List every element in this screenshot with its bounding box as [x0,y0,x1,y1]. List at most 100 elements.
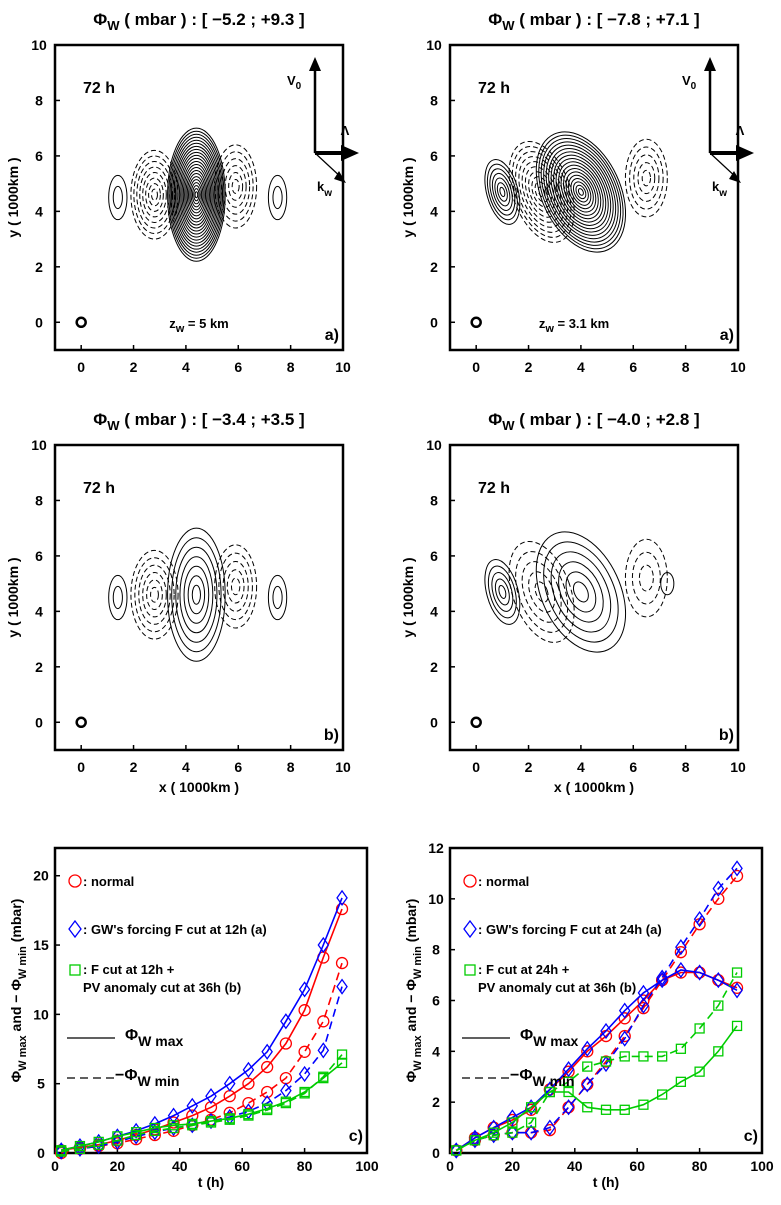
contour-line [565,171,597,213]
panel-title: ΦW ( mbar ) : [ −7.8 ; +7.1 ] [488,10,699,33]
data-point [600,1055,612,1073]
contour-line [226,569,245,604]
data-point [111,1128,124,1145]
data-point [563,1086,574,1098]
contour-panel-top-left: ΦW ( mbar ) : [ −5.2 ; +9.3 ] 0 2 4 6 8 10 0 2 4 6… [5,10,359,375]
data-point [731,860,743,877]
data-point [675,939,687,956]
x-tick-label: 0 [472,759,480,775]
data-point [112,1135,123,1146]
y-tick-label: 6 [430,548,438,564]
contour-line [637,162,656,195]
data-point [317,936,330,954]
y-tick-label: 10 [426,37,442,53]
data-point [506,1109,519,1126]
x-tick-label: 2 [525,759,533,775]
data-point [562,1061,575,1078]
y-tick-label: 6 [35,148,43,164]
series-line [61,908,343,1151]
data-point [507,1127,518,1138]
legend-pv-line2: PV anomaly cut at 36h (b) [478,980,636,995]
contour-line [575,184,587,200]
series-line [455,867,738,1152]
y-tick-label: 0 [432,1145,440,1161]
contour-line [183,565,210,624]
data-point [544,1119,556,1136]
y-tick-label: 0 [430,314,438,330]
contour-line [145,177,164,212]
contour-line [534,581,549,603]
data-point [600,1104,612,1115]
y-axis-label: y ( 1000km ) [5,157,21,237]
origin-marker [470,716,482,729]
plot-frame [448,443,740,752]
x-tick-label: 2 [130,359,138,375]
data-point [56,1146,67,1157]
contour-line [553,154,609,230]
contour-line [633,154,660,202]
x-tick-label: 8 [287,359,295,375]
data-point [713,1046,724,1057]
contour-line [491,572,514,612]
contour-line [638,564,654,592]
contour-line [267,174,288,221]
data-point [280,1013,292,1030]
y-tick-label: 2 [430,259,438,275]
contour-line [565,571,597,613]
y-axis-label: ΦW max and − ΦW min (mbar) [8,899,29,1083]
contour-line [179,556,214,634]
legend-min: −ΦW min [115,1067,179,1089]
x-tick-label: 0 [51,1158,59,1174]
data-point [279,1037,293,1050]
data-point [469,1132,481,1149]
y-tick-label: 2 [430,659,438,675]
contour-line [139,166,170,223]
data-point [243,1110,254,1121]
contour-line [494,177,511,207]
x-tick-label: 8 [682,759,690,775]
contour-line [568,174,594,210]
contour-line [112,585,123,610]
x-tick-label: 4 [182,359,190,375]
data-point [242,1096,255,1110]
x-tick-label: 10 [730,759,746,775]
contour-line [560,164,602,220]
data-point [637,984,650,1001]
x-tick-label: 2 [130,759,138,775]
legend-square-marker [69,964,81,976]
y-tick-label: 10 [31,437,47,453]
y-tick-label: 10 [428,891,444,907]
y-tick-label: 2 [35,259,43,275]
data-point [149,1125,160,1136]
data-point [657,1051,668,1062]
legend-circle-marker [463,874,477,888]
contour-line [558,161,604,223]
y-tick-label: 12 [428,840,444,856]
legend-gw: : GW's forcing F cut at 24h (a) [478,922,662,937]
data-point [262,1104,273,1116]
data-point [507,1117,518,1128]
contour-line [511,146,572,238]
contour-line [537,186,546,198]
data-point [317,1015,330,1028]
contour-line [186,173,207,217]
contour-line [151,188,158,201]
contour-line [108,174,128,221]
x-tick-label: 60 [629,1158,645,1174]
data-point [55,1142,68,1159]
contour-line [538,134,624,250]
contour-line [136,160,173,229]
data-point [675,1076,687,1087]
x-tick-label: 0 [77,359,85,375]
contour-line [224,165,247,208]
contour-panel-mid-right: ΦW ( mbar ) : [ −4.0 ; +2.8 ] 0 2 4 6 8 10 0 2 4 6… [400,410,746,795]
y-tick-label: 6 [35,548,43,564]
x-tick-label: 8 [682,359,690,375]
time-label: 72 h [83,80,115,97]
contour-line [167,127,226,262]
y-tick-label: 15 [33,937,49,953]
kw-label: kw [317,179,332,199]
x-axis-label: x ( 1000km ) [554,779,634,795]
y-tick-label: 8 [35,492,43,508]
data-point [149,1124,161,1141]
